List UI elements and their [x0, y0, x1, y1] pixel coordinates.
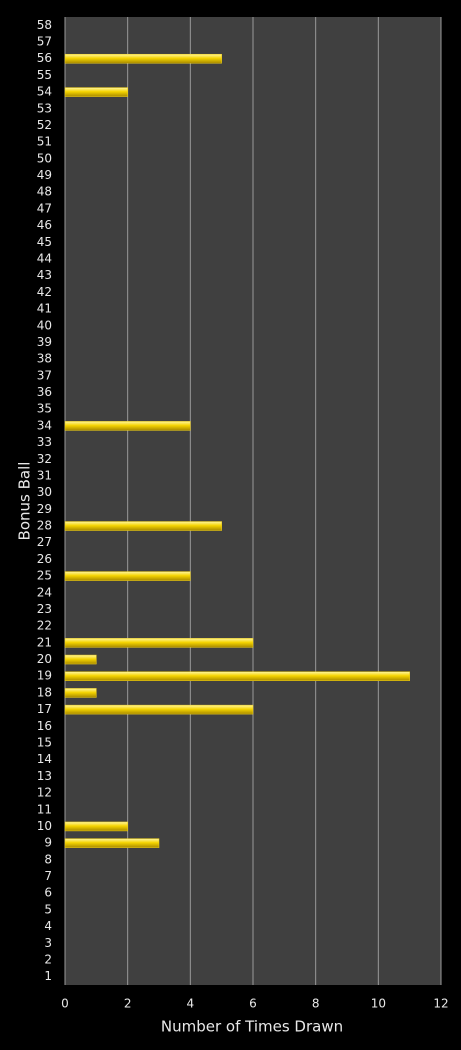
y-tick-label: 55	[37, 68, 52, 82]
x-tick-label: 0	[61, 997, 69, 1011]
y-tick-label: 16	[37, 719, 52, 733]
y-tick-label: 1	[44, 969, 52, 983]
y-tick-label: 6	[44, 886, 52, 900]
bar	[64, 421, 191, 431]
y-tick-label: 46	[37, 218, 52, 232]
y-tick-label: 17	[37, 702, 52, 716]
bar	[64, 688, 97, 698]
y-tick-label: 15	[37, 736, 52, 750]
y-tick-label: 38	[37, 352, 52, 366]
bar	[64, 521, 222, 531]
x-tick-label: 6	[249, 997, 257, 1011]
bar	[64, 704, 254, 715]
bar	[64, 53, 222, 64]
y-tick-label: 52	[37, 118, 52, 132]
y-tick-label: 58	[37, 18, 52, 32]
y-tick-label: 8	[44, 852, 52, 866]
y-tick-label: 27	[37, 535, 52, 549]
y-tick-label: 28	[37, 519, 52, 533]
x-tick-label: 12	[433, 997, 448, 1011]
x-tick-label: 2	[124, 997, 132, 1011]
y-tick-label: 3	[44, 936, 52, 950]
y-tick-label: 9	[44, 836, 52, 850]
y-tick-label: 29	[37, 502, 52, 516]
x-axis-title: Number of Times Drawn	[161, 1018, 343, 1036]
y-tick-label: 10	[37, 819, 52, 833]
y-tick-label: 57	[37, 35, 52, 49]
y-tick-label: 35	[37, 402, 52, 416]
y-tick-label: 32	[37, 452, 52, 466]
y-tick-label: 12	[37, 786, 52, 800]
y-tick-label: 7	[44, 869, 52, 883]
y-tick-label: 24	[37, 585, 52, 599]
bar	[64, 571, 191, 581]
y-tick-label: 36	[37, 385, 52, 399]
y-tick-label: 50	[37, 151, 52, 165]
y-tick-label: 11	[37, 802, 52, 816]
y-tick-label: 53	[37, 101, 52, 115]
y-tick-label: 56	[37, 51, 52, 65]
bar	[64, 654, 97, 665]
y-tick-label: 49	[37, 168, 52, 182]
y-tick-label: 34	[37, 418, 52, 432]
y-tick-label: 5	[44, 902, 52, 916]
y-tick-label: 48	[37, 185, 52, 199]
y-tick-label: 44	[37, 252, 52, 266]
y-tick-label: 18	[37, 685, 52, 699]
bar	[64, 671, 410, 681]
y-tick-label: 40	[37, 318, 52, 332]
y-tick-label: 13	[37, 769, 52, 783]
y-tick-label: 37	[37, 368, 52, 382]
y-tick-label: 51	[37, 135, 52, 149]
x-tick-label: 4	[187, 997, 195, 1011]
y-tick-label: 47	[37, 201, 52, 215]
y-tick-label: 21	[37, 635, 52, 649]
y-tick-label: 25	[37, 569, 52, 583]
y-tick-label: 39	[37, 335, 52, 349]
y-tick-label: 33	[37, 435, 52, 449]
y-tick-label: 42	[37, 285, 52, 299]
y-tick-label: 14	[37, 752, 52, 766]
x-tick-label: 8	[312, 997, 320, 1011]
y-tick-label: 54	[37, 85, 52, 99]
x-tick-label: 10	[371, 997, 386, 1011]
y-tick-label: 43	[37, 268, 52, 282]
y-tick-label: 45	[37, 235, 52, 249]
bar	[64, 638, 254, 648]
y-tick-label: 22	[37, 619, 52, 633]
y-axis-title: Bonus Ball	[16, 462, 34, 541]
y-tick-label: 19	[37, 669, 52, 683]
y-tick-label: 23	[37, 602, 52, 616]
y-tick-label: 4	[44, 919, 52, 933]
y-tick-label: 41	[37, 302, 52, 316]
y-tick-label: 20	[37, 652, 52, 666]
bar	[64, 821, 128, 832]
y-tick-label: 26	[37, 552, 52, 566]
bar	[64, 87, 128, 97]
y-tick-label: 2	[44, 952, 52, 966]
y-tick-label: 30	[37, 485, 52, 499]
bar	[64, 838, 160, 848]
y-tick-label: 31	[37, 468, 52, 482]
